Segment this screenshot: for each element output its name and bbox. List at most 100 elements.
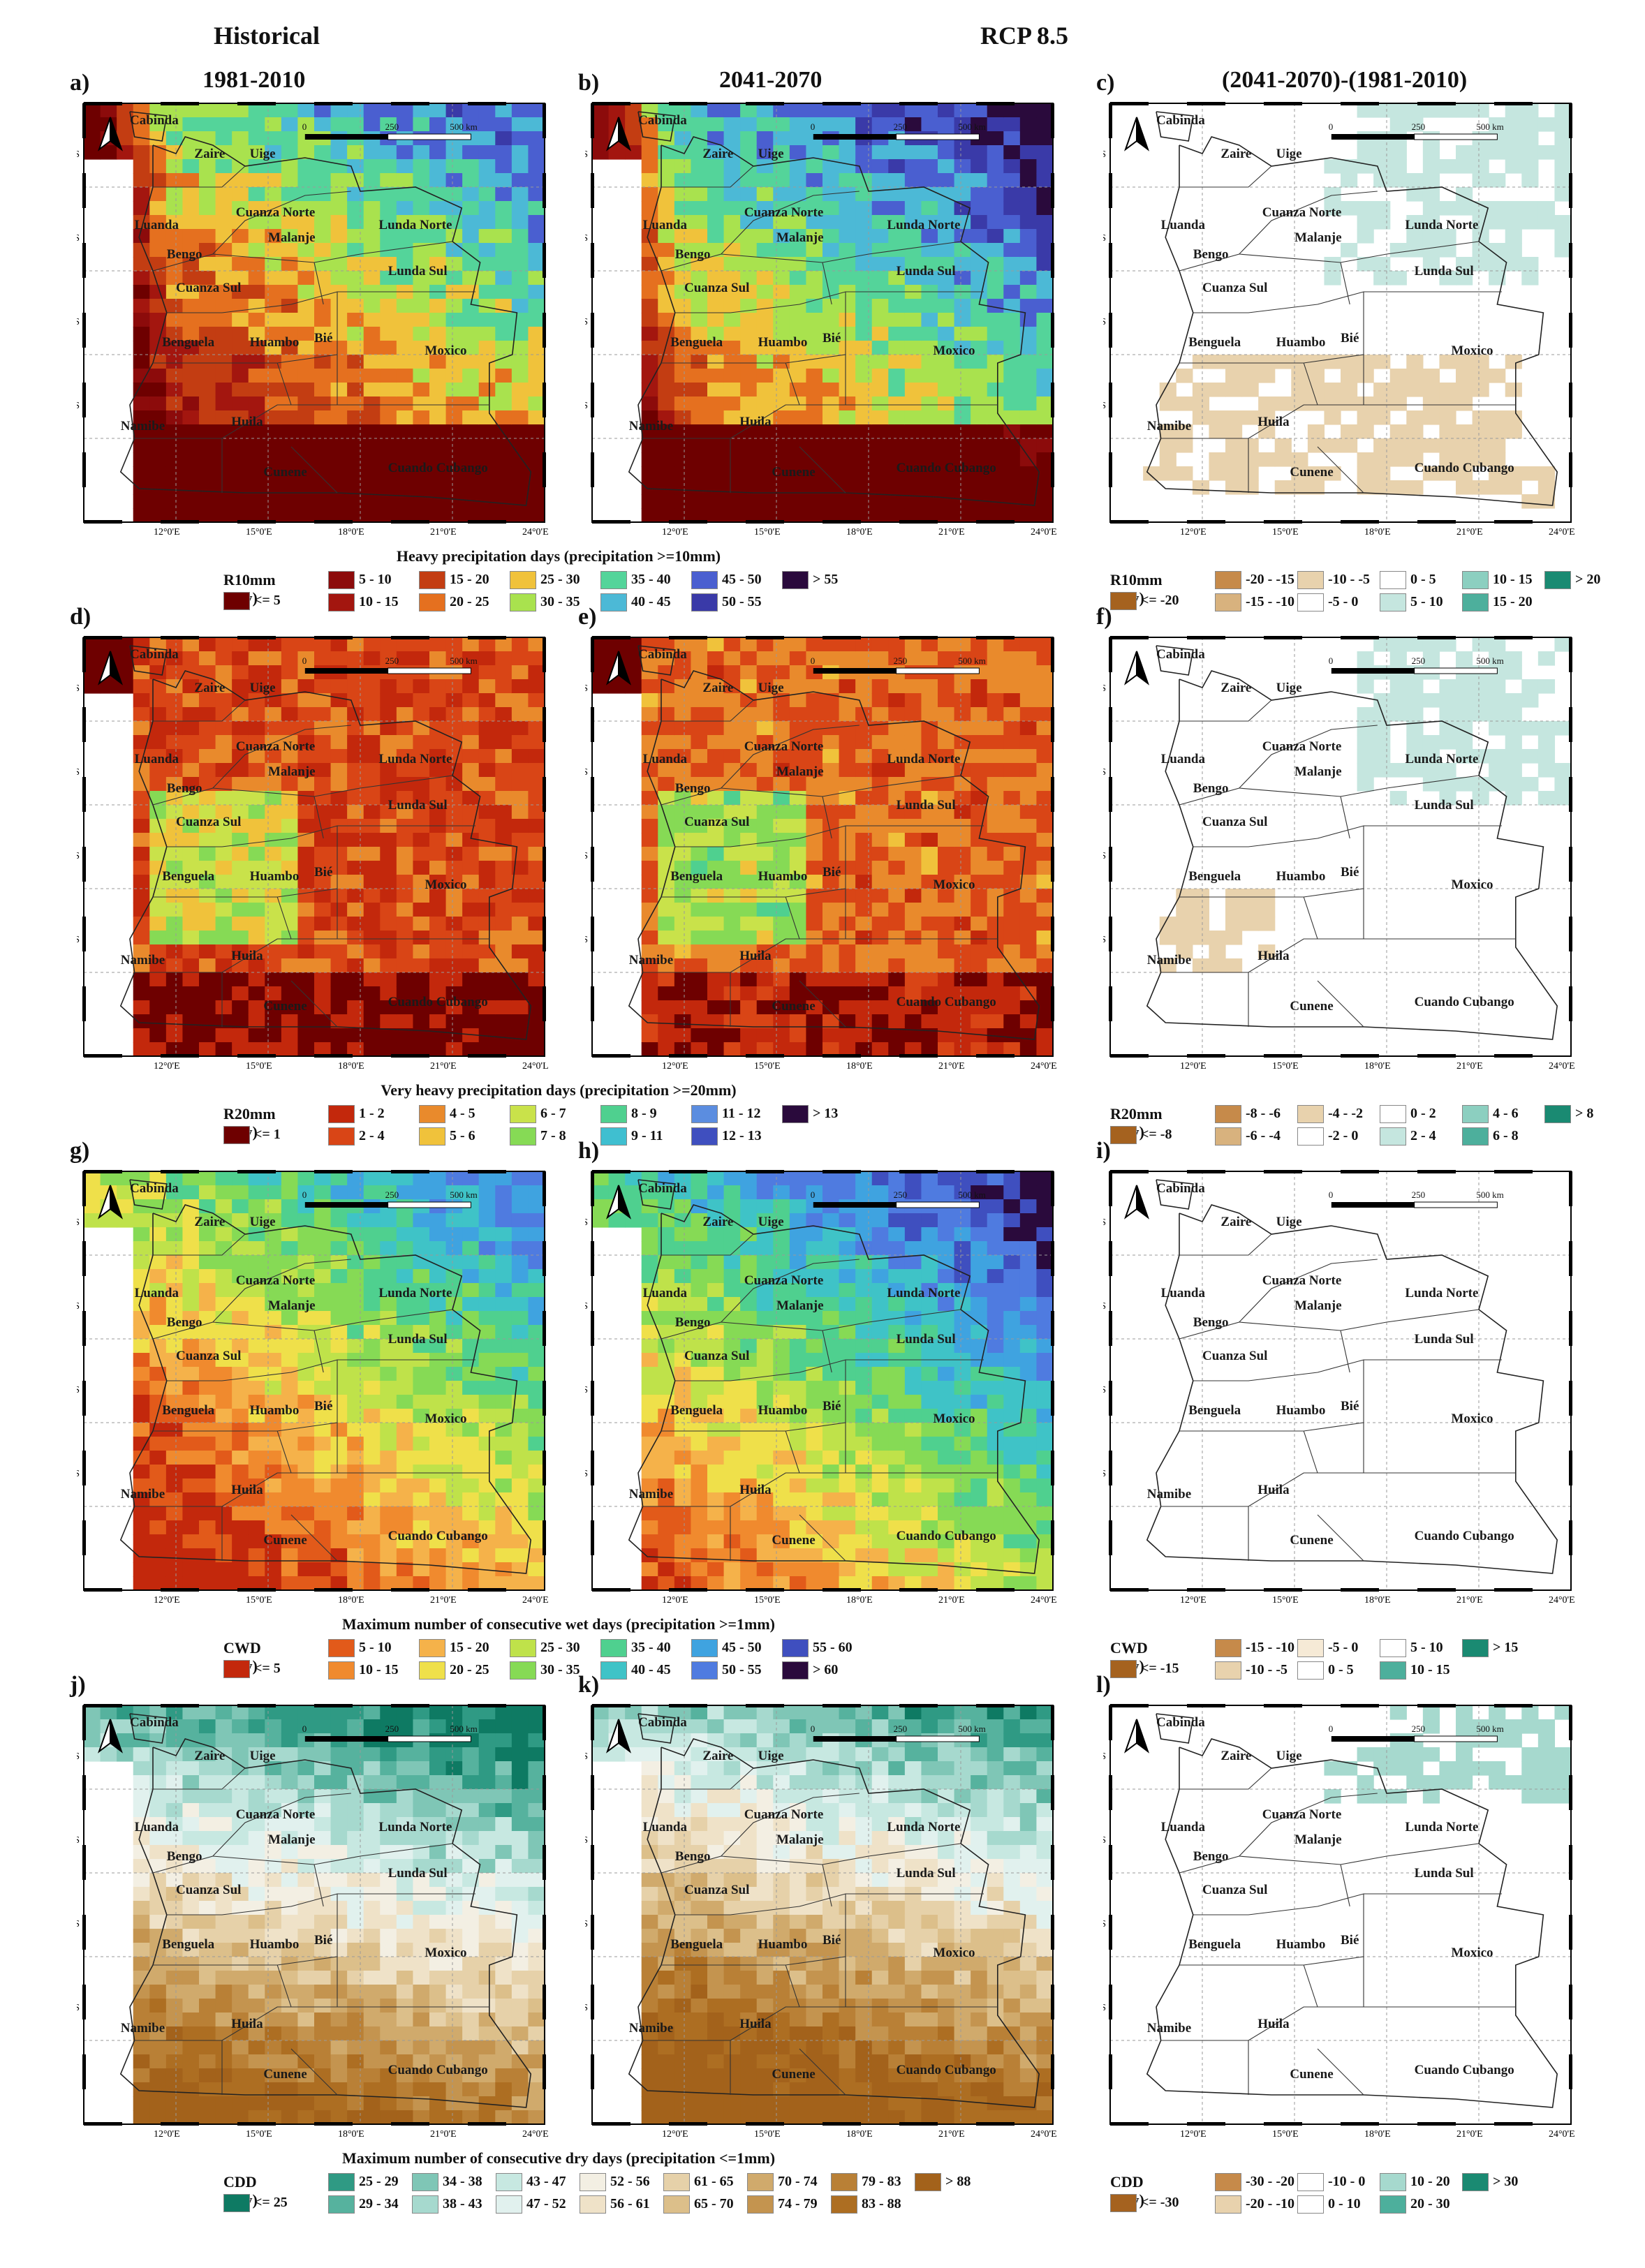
grid-cell (723, 131, 741, 146)
grid-cell (265, 466, 282, 481)
grid-cell (674, 944, 692, 959)
grid-cell (297, 917, 315, 931)
grid-cell (822, 1409, 840, 1423)
grid-cell (806, 763, 823, 778)
grid-cell (1505, 145, 1522, 160)
grid-cell (265, 791, 282, 806)
grid-cell (971, 215, 988, 230)
grid-cell (281, 1014, 299, 1029)
grid-cell (182, 1213, 200, 1228)
grid-cell (165, 1311, 184, 1326)
grid-cell (133, 972, 150, 987)
grid-cell (199, 1325, 216, 1340)
grid-cell (707, 466, 725, 481)
grid-cell (347, 707, 364, 722)
grid-cell (806, 438, 823, 453)
grid-cell (413, 494, 430, 509)
grid-cell (281, 1000, 299, 1015)
grid-cell (789, 1506, 807, 1521)
scale-label: 500 km (450, 655, 477, 666)
grid-cell (806, 1548, 823, 1563)
grid-cell (773, 1576, 790, 1591)
grid-cell (330, 201, 348, 216)
grid-cell (133, 805, 150, 820)
grid-cell (133, 1042, 150, 1057)
grid-cell (723, 1014, 741, 1029)
grid-cell (363, 117, 381, 132)
grid-cell (822, 1227, 840, 1242)
grid-cell (691, 679, 708, 694)
grid-cell (1019, 917, 1038, 931)
lon-tick-label: 15°0'E (1272, 527, 1299, 538)
grid-cell (954, 466, 971, 481)
grid-cell (165, 494, 184, 509)
grid-cell (839, 1520, 856, 1535)
grid-cell (855, 1227, 873, 1242)
grid-cell (363, 355, 381, 369)
grid-cell (478, 466, 496, 481)
grid-cell (674, 1478, 692, 1493)
grid-cell (987, 777, 1004, 792)
grid-cell (232, 410, 249, 425)
grid-cell (987, 424, 1004, 439)
grid-cell (921, 1014, 938, 1029)
grid-cell (528, 1171, 545, 1186)
grid-cell (462, 508, 480, 523)
grid-cell (265, 173, 282, 188)
grid-cell (297, 383, 315, 397)
grid-cell (478, 1451, 496, 1465)
grid-cell (707, 1465, 725, 1479)
grid-cell (855, 383, 873, 397)
grid-cell (1019, 396, 1038, 411)
grid-cell (133, 847, 150, 861)
grid-cell (528, 327, 545, 341)
grid-cell (314, 861, 332, 875)
grid-cell (839, 1562, 856, 1577)
grid-cell (904, 201, 922, 216)
grid-cell (281, 763, 299, 778)
grid-cell (871, 889, 889, 903)
grid-cell (495, 1465, 512, 1479)
grid-cell (1472, 707, 1489, 722)
grid-cell (528, 1339, 545, 1354)
grid-cell (723, 847, 741, 861)
grid-cell (182, 777, 200, 792)
grid-cell (265, 1028, 282, 1043)
grid-cell (396, 707, 414, 722)
grid-cell (511, 1325, 529, 1340)
legend-swatch (419, 593, 445, 612)
grid-cell (1209, 452, 1226, 467)
grid-cell (199, 1520, 216, 1535)
grid-cell (314, 355, 332, 369)
grid-cell (674, 173, 692, 188)
grid-cell (954, 931, 971, 945)
grid-cell (495, 819, 512, 833)
grid-cell (1241, 903, 1259, 917)
grid-cell (756, 986, 774, 1001)
grid-cell (297, 847, 315, 861)
grid-cell (182, 159, 200, 174)
grid-cell (248, 1171, 265, 1186)
grid-cell (347, 847, 364, 861)
grid-cell (429, 721, 447, 736)
grid-cell (740, 1297, 758, 1312)
grid-cell (248, 145, 265, 160)
grid-cell (199, 707, 216, 722)
grid-cell (1406, 103, 1424, 118)
grid-cell (133, 1465, 150, 1479)
grid-cell (971, 931, 988, 945)
grid-cell (1003, 410, 1021, 425)
grid-cell (363, 1478, 381, 1493)
grid-cell (232, 679, 249, 694)
grid-cell (1036, 637, 1054, 652)
grid-cell (232, 637, 249, 652)
grid-cell (773, 243, 790, 258)
grid-cell (674, 875, 692, 889)
grid-cell (347, 257, 364, 272)
grid-cell (495, 1562, 512, 1577)
grid-cell (511, 1548, 529, 1563)
grid-cell (1003, 651, 1021, 666)
grid-cell (789, 159, 807, 174)
grid-cell (904, 944, 922, 959)
